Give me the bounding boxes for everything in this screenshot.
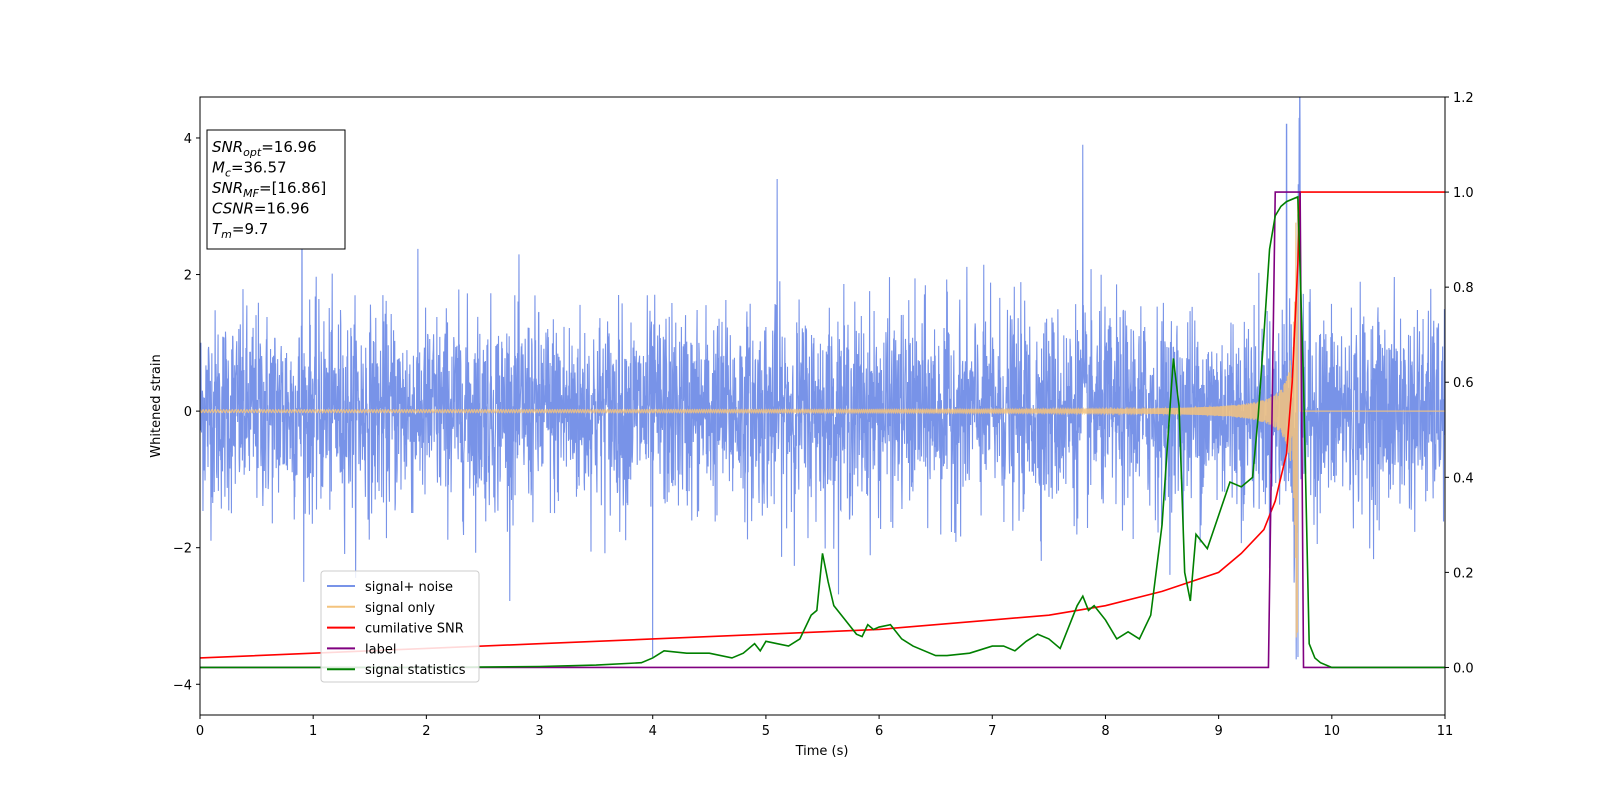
series-cumilative-snr	[200, 191, 1445, 659]
y2-tick-label: 0.6	[1453, 376, 1474, 391]
annotation-line: Tm=9.7	[212, 220, 268, 241]
y-tick-label: 2	[184, 269, 192, 284]
x-axis: 0 1 2 3 4 5 6 7 8 9 10 11	[196, 715, 1453, 739]
x-tick-label: 9	[1214, 724, 1222, 739]
series-label	[200, 191, 1445, 669]
y-tick-label: −2	[173, 542, 192, 557]
y-axis-left: −4 −2 0 2 4	[173, 132, 200, 693]
y2-tick-label: 0.8	[1453, 281, 1474, 296]
x-tick-label: 4	[649, 724, 657, 739]
legend-label: signal only	[365, 601, 435, 616]
y2-tick-label: 0.2	[1453, 566, 1474, 581]
annotation-line: Mc=36.57	[212, 159, 287, 180]
x-tick-label: 2	[422, 724, 430, 739]
series-signal-plus-noise	[200, 97, 1445, 660]
y-tick-label: −4	[173, 678, 192, 693]
annotation-line: CSNR=16.96	[212, 200, 309, 218]
x-tick-label: 6	[875, 724, 883, 739]
series-layer	[200, 97, 1445, 669]
x-tick-label: 11	[1437, 724, 1454, 739]
x-tick-label: 3	[535, 724, 543, 739]
y-axis-label: Whitened strain	[149, 354, 164, 457]
legend: signal+ noise signal only cumilative SNR la…	[320, 570, 480, 683]
annotation-box: SNRopt=16.96Mc=36.57SNRMF=[16.86]CSNR=16…	[206, 129, 346, 250]
x-axis-label: Time (s)	[795, 744, 849, 759]
y-tick-label: 4	[184, 132, 192, 147]
legend-label: signal+ noise	[365, 580, 453, 595]
y-tick-label: 0	[184, 405, 192, 420]
y2-tick-label: 0.4	[1453, 471, 1474, 486]
x-tick-label: 1	[309, 724, 317, 739]
annotation-line: SNRopt=16.96	[212, 138, 317, 159]
legend-label: label	[365, 642, 396, 657]
y2-tick-label: 1.2	[1453, 91, 1474, 106]
x-tick-label: 5	[762, 724, 770, 739]
y2-tick-label: 0.0	[1453, 661, 1474, 676]
legend-label: signal statistics	[365, 663, 466, 678]
y2-tick-label: 1.0	[1453, 186, 1474, 201]
legend-label: cumilative SNR	[365, 622, 464, 637]
x-tick-label: 8	[1101, 724, 1109, 739]
x-tick-label: 0	[196, 724, 204, 739]
series-signal-statistics	[200, 195, 1445, 669]
y-axis-right: 0.0 0.2 0.4 0.6 0.8 1.0 1.2	[1445, 91, 1474, 676]
plot-frame	[199, 96, 1446, 716]
x-tick-label: 7	[988, 724, 996, 739]
annotation-line: SNRMF=[16.86]	[212, 179, 326, 200]
x-tick-label: 10	[1324, 724, 1341, 739]
series-signal-only	[200, 197, 1445, 638]
